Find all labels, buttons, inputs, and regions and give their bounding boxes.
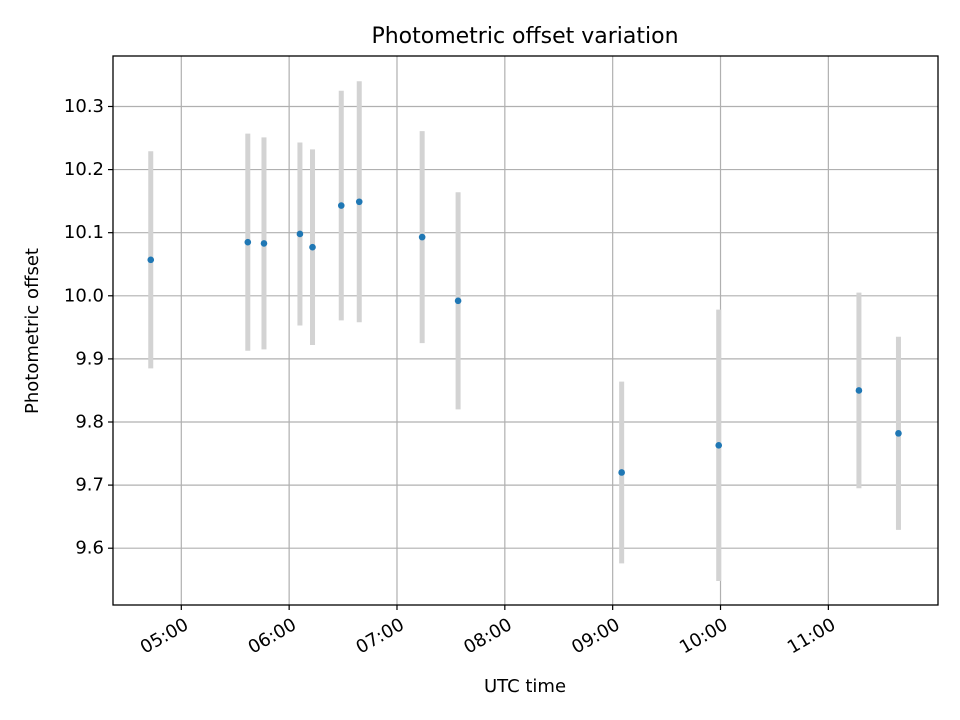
y-tick-label: 9.7 — [75, 475, 104, 496]
data-point — [309, 243, 316, 251]
data-point — [337, 202, 345, 209]
data-point — [855, 387, 863, 394]
y-tick-label: 10.1 — [64, 222, 104, 243]
data-point — [715, 442, 723, 449]
data-point — [618, 469, 625, 476]
y-tick-label: 9.9 — [75, 348, 104, 369]
data-point — [454, 297, 462, 305]
y-axis-title: Photometric offset — [22, 248, 43, 414]
chart-title: Photometric offset variation — [371, 24, 678, 49]
x-axis-title: UTC time — [484, 676, 566, 697]
data-point — [355, 198, 363, 206]
y-tick-label: 9.8 — [75, 412, 104, 433]
y-tick-label: 10.2 — [64, 159, 104, 180]
data-point — [895, 430, 902, 437]
data-point — [296, 230, 304, 238]
y-tick-label: 10.3 — [64, 96, 104, 117]
data-point — [260, 240, 268, 247]
y-axis: 9.6 9.7 9.8 9.9 10.0 10.1 10.2 10.3 — [64, 96, 113, 559]
y-tick-label: 9.6 — [75, 538, 104, 559]
data-point — [418, 233, 426, 241]
plot-frame — [112, 55, 939, 606]
data-point — [147, 256, 155, 264]
y-tick-label: 10.0 — [64, 285, 104, 306]
data-points — [147, 198, 902, 476]
data-point — [244, 238, 252, 246]
